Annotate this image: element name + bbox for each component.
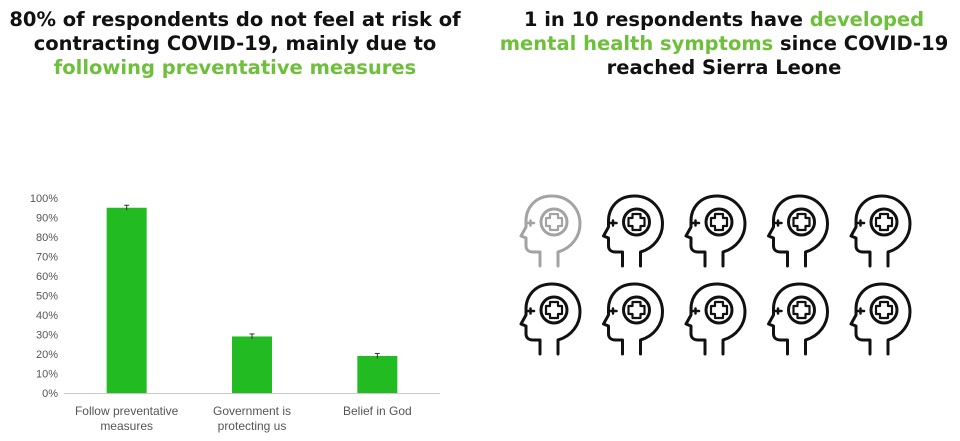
y-tick-label: 90% (36, 213, 58, 225)
y-tick-label: 100% (30, 193, 58, 205)
head-with-medical-cross-icon (849, 194, 912, 268)
head-with-medical-cross-icon (849, 282, 912, 356)
y-tick-label: 30% (36, 330, 58, 342)
y-tick-label: 70% (36, 252, 58, 264)
right-headline-accent: developed mental health symptoms (499, 8, 925, 55)
head-with-medical-cross-icon (767, 194, 829, 268)
x-tick-label: Government is protecting us (213, 404, 291, 433)
y-tick-label: 20% (36, 349, 58, 361)
x-tick-label: Follow preventative measures (75, 404, 179, 433)
y-tick-label: 60% (36, 271, 58, 283)
bar (106, 207, 147, 393)
left-headline-accent: following preventative measures (53, 56, 417, 79)
head-with-medical-cross-icon (602, 282, 664, 356)
y-tick-label: 50% (36, 291, 58, 303)
bar-chart: 0% 10% 20% 30% 40% 50% 60% 70% 80% 90% 100% Follow … (30, 193, 440, 433)
icon-grid (519, 194, 912, 356)
y-tick-label: 80% (36, 232, 58, 244)
y-tick-label: 0% (42, 388, 58, 400)
x-tick-label: Belief in God (343, 404, 412, 418)
head-with-medical-cross-icon (519, 282, 582, 356)
head-with-medical-cross-icon (684, 194, 747, 268)
left-headline: 80% of respondents do not feel at risk o… (0, 8, 470, 80)
head-with-medical-cross-icon (602, 194, 664, 268)
right-headline-tail: since COVID-19 reached Sierra Leone (606, 32, 949, 79)
y-tick-label: 40% (36, 310, 58, 322)
head-with-medical-cross-icon (684, 282, 747, 356)
left-headline-line-2: contracting COVID-19, mainly due to (33, 32, 437, 55)
head-with-medical-cross-icon (767, 282, 829, 356)
bar (232, 336, 272, 393)
head-with-medical-cross-icon (519, 194, 582, 268)
right-headline: 1 in 10 respondents have developed menta… (488, 8, 960, 80)
right-headline-lead: 1 in 10 respondents have (523, 8, 810, 31)
left-headline-line-1: 80% of respondents do not feel at risk o… (9, 8, 461, 31)
y-tick-label: 10% (36, 369, 58, 381)
bar (357, 355, 398, 393)
